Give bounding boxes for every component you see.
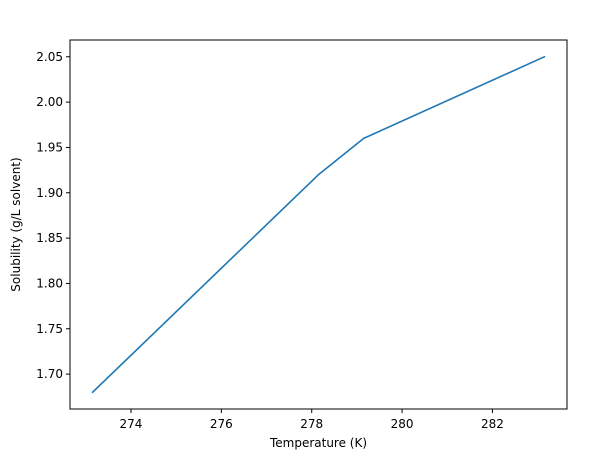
series-line: [91, 55, 546, 394]
y-tick-label: 1.90: [36, 186, 63, 200]
x-tick-label: 276: [210, 417, 233, 431]
y-tick-label: 1.85: [36, 231, 63, 245]
ticks-layer: 274 276 278 280 282 1.70 1.75 1.80 1.85 1.90 1.95 2…: [36, 50, 504, 431]
x-axis-label: Temperature (K): [269, 436, 367, 450]
y-tick-label: 1.75: [36, 322, 63, 336]
plot-frame: [69, 39, 568, 410]
series-layer: [91, 55, 546, 394]
y-tick-label: 2.00: [36, 95, 63, 109]
y-tick-label: 2.05: [36, 50, 63, 64]
y-axis-label: Solubility (g/L solvent): [9, 157, 23, 291]
x-tick-label: 280: [391, 417, 414, 431]
x-tick-label: 274: [120, 417, 143, 431]
y-tick-label: 1.95: [36, 140, 63, 154]
x-tick-label: 282: [481, 417, 504, 431]
y-tick-label: 1.80: [36, 276, 63, 290]
x-tick-label: 278: [300, 417, 323, 431]
y-tick-label: 1.70: [36, 367, 63, 381]
